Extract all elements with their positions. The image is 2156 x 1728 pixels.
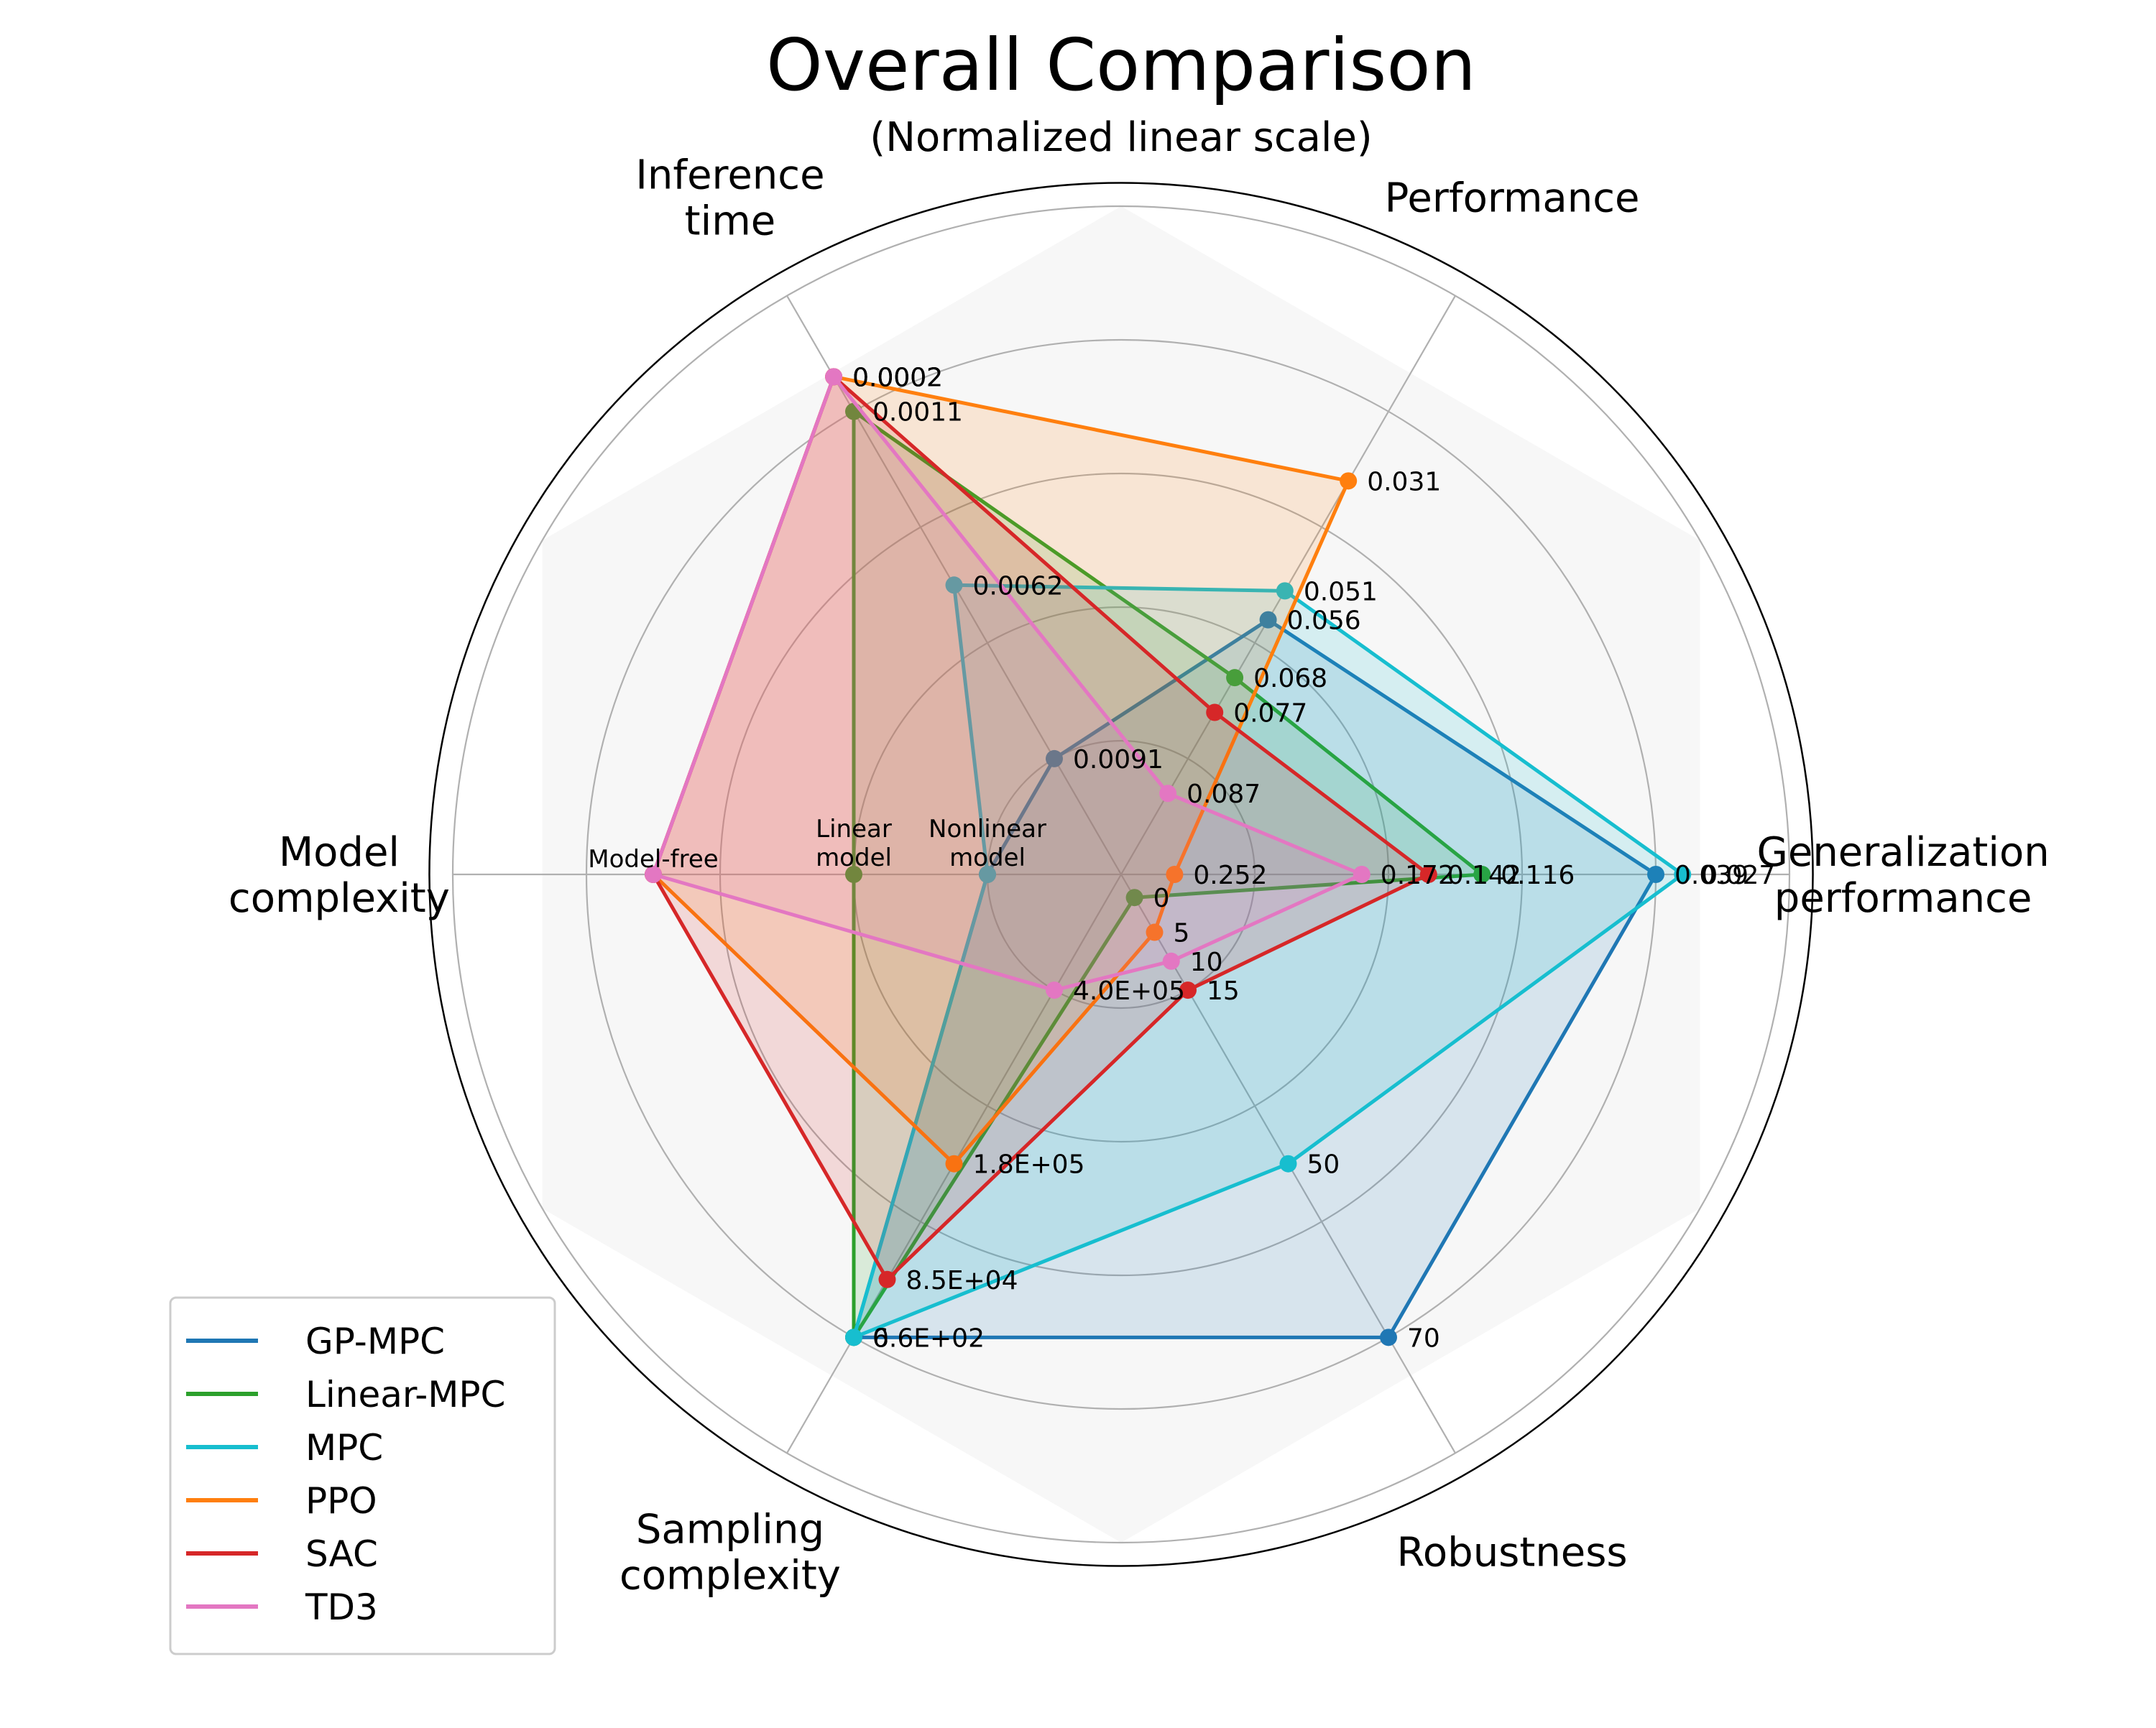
data-point bbox=[1419, 866, 1437, 883]
series-area bbox=[854, 585, 1683, 1338]
legend-label: GP-MPC bbox=[305, 1321, 445, 1362]
value-label: 0.252 bbox=[1193, 861, 1267, 890]
value-label: 0.0091 bbox=[1073, 745, 1164, 775]
value-label: 0.027 bbox=[1701, 861, 1775, 890]
data-point bbox=[945, 576, 963, 594]
data-point bbox=[1226, 669, 1244, 687]
data-point bbox=[1279, 1155, 1297, 1173]
data-point bbox=[1353, 866, 1370, 883]
data-point bbox=[825, 368, 843, 386]
legend-item-td3: TD3 bbox=[186, 1586, 378, 1628]
legend-box bbox=[169, 1296, 556, 1655]
value-label: 8.5E+04 bbox=[906, 1266, 1018, 1295]
value-label: Linear model bbox=[816, 815, 892, 872]
value-label: 0.039 bbox=[1674, 861, 1749, 890]
data-point bbox=[1380, 1329, 1397, 1346]
legend-label: MPC bbox=[305, 1427, 383, 1469]
data-point bbox=[979, 866, 996, 883]
legend-label: PPO bbox=[305, 1480, 377, 1522]
legend-item-ppo: PPO bbox=[186, 1480, 377, 1522]
data-point bbox=[878, 1270, 896, 1288]
axis-label-inference-time: Inference time bbox=[635, 152, 824, 245]
value-label: 0.0062 bbox=[973, 571, 1064, 601]
value-label: 0.142 bbox=[1447, 861, 1521, 890]
legend-item-mpc: MPC bbox=[186, 1427, 383, 1469]
value-label: Model-free bbox=[588, 845, 718, 874]
value-label: 0.077 bbox=[1233, 698, 1307, 728]
data-point bbox=[1179, 981, 1197, 999]
value-label: 70 bbox=[1407, 1323, 1440, 1353]
value-label: 0.068 bbox=[1253, 664, 1327, 693]
series-area bbox=[653, 376, 1429, 1280]
series-area bbox=[653, 376, 1362, 991]
value-label: 0.087 bbox=[1187, 780, 1261, 809]
data-point bbox=[945, 1155, 963, 1173]
series-mpc bbox=[845, 576, 1692, 1346]
data-point bbox=[1046, 981, 1063, 999]
value-label: 0.056 bbox=[1287, 606, 1361, 636]
value-label: 4.0E+05 bbox=[1073, 976, 1185, 1006]
value-label: 0.0002 bbox=[852, 363, 943, 392]
series-td3 bbox=[645, 368, 1370, 999]
series-area bbox=[854, 619, 1656, 1338]
data-point bbox=[1259, 611, 1277, 629]
value-label: 0.116 bbox=[1501, 861, 1575, 890]
value-label: 0.031 bbox=[1367, 467, 1441, 496]
data-point bbox=[845, 1329, 862, 1346]
axis-label-sampling-complexity: Sampling complexity bbox=[619, 1506, 841, 1599]
value-label: 10 bbox=[1190, 948, 1223, 977]
series-area bbox=[653, 376, 1349, 1164]
chart-title: Overall Comparison bbox=[766, 23, 1476, 107]
value-label: 0.0011 bbox=[872, 398, 963, 428]
axis-label-model-complexity: Model complexity bbox=[229, 829, 450, 922]
axis-labels: Performance Generalization performance Robu… bbox=[229, 152, 2050, 1599]
value-label: 6.6E+02 bbox=[872, 1323, 985, 1353]
value-label: 0 bbox=[872, 1323, 889, 1353]
value-label: 0.0002 bbox=[852, 363, 943, 392]
legend: GP-MPC Linear-MPC MPC PPO SAC TD3 bbox=[169, 1296, 556, 1655]
value-label: 0.172 bbox=[1381, 861, 1455, 890]
data-point bbox=[845, 866, 862, 883]
axis-label-robustness: Robustness bbox=[1396, 1529, 1627, 1576]
data-point bbox=[1166, 866, 1184, 883]
outer-frame bbox=[428, 182, 1814, 1567]
legend-item-linear-mpc: Linear-MPC bbox=[186, 1374, 505, 1415]
chart-subtitle: (Normalized linear scale) bbox=[870, 114, 1373, 161]
data-point bbox=[1276, 582, 1294, 600]
legend-item-sac: SAC bbox=[186, 1533, 378, 1575]
axis-label-performance: Performance bbox=[1385, 175, 1640, 222]
data-point bbox=[1674, 866, 1692, 883]
legend-label: TD3 bbox=[305, 1586, 378, 1628]
legend-label: SAC bbox=[305, 1533, 378, 1575]
series-layer bbox=[645, 368, 1692, 1346]
data-point bbox=[1647, 866, 1664, 883]
data-point bbox=[1162, 952, 1180, 970]
axis-label-generalization-performance: Generalization performance bbox=[1756, 829, 2049, 922]
data-point bbox=[645, 866, 662, 883]
data-point bbox=[1146, 923, 1164, 941]
value-label: 5 bbox=[1174, 919, 1190, 948]
data-point bbox=[1159, 785, 1177, 803]
data-point bbox=[1206, 703, 1224, 721]
data-point bbox=[1340, 472, 1358, 490]
value-label: 50 bbox=[1307, 1150, 1340, 1180]
legend-item-gp-mpc: GP-MPC bbox=[186, 1321, 445, 1362]
value-label: 0.0002 bbox=[852, 363, 943, 392]
value-label: 0.051 bbox=[1304, 577, 1378, 606]
value-label: Nonlinear model bbox=[929, 815, 1046, 872]
legend-label: Linear-MPC bbox=[305, 1374, 505, 1415]
data-point bbox=[1046, 749, 1063, 767]
data-point bbox=[1125, 889, 1143, 907]
value-label: 1.8E+05 bbox=[973, 1150, 1085, 1180]
data-point bbox=[1473, 866, 1491, 883]
value-label: 0 bbox=[1153, 884, 1170, 913]
value-label: 15 bbox=[1207, 976, 1240, 1006]
